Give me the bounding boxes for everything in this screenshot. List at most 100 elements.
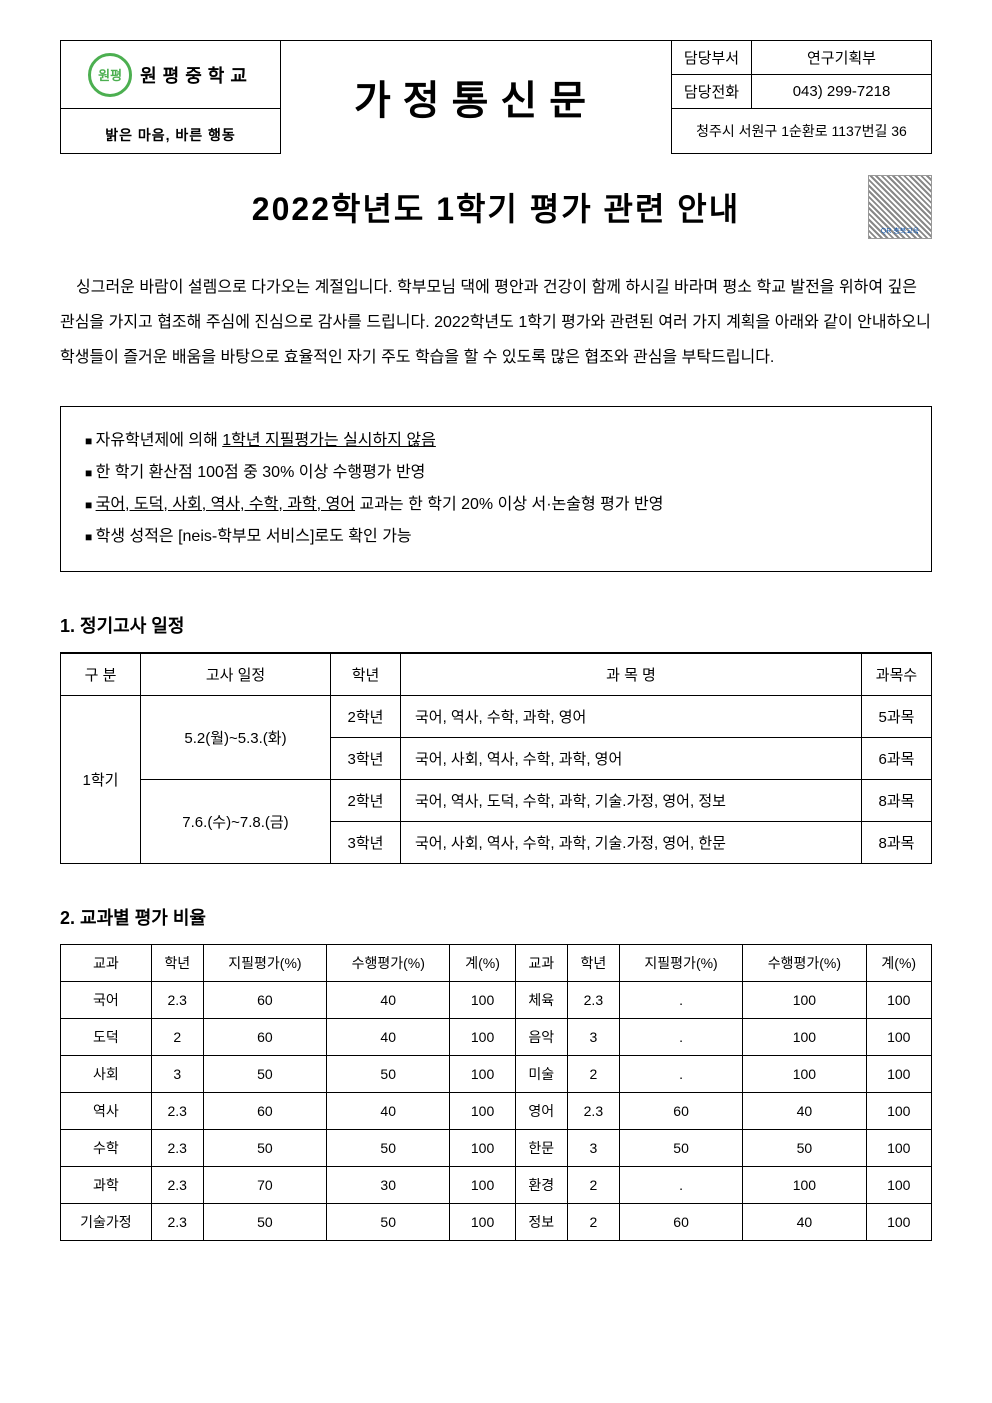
ratio-cell: 100 [743, 1055, 866, 1092]
table-row: 수학2.35050100한문35050100 [61, 1129, 932, 1166]
ratio-cell: 40 [743, 1203, 866, 1240]
col-header: 수행평가(%) [743, 944, 866, 981]
ratio-cell: . [619, 1055, 742, 1092]
ratio-cell: 70 [203, 1166, 326, 1203]
table-row: 과학2.37030100환경2.100100 [61, 1166, 932, 1203]
ratio-cell: 2 [567, 1055, 619, 1092]
subjects-cell: 국어, 역사, 도덕, 수학, 과학, 기술.가정, 영어, 정보 [401, 779, 862, 821]
ratio-cell: 국어 [61, 981, 152, 1018]
ratio-cell: 50 [743, 1129, 866, 1166]
ratio-cell: 3 [567, 1018, 619, 1055]
phone-label: 담당전화 [672, 75, 752, 109]
ratio-cell: 100 [743, 1166, 866, 1203]
phone-value: 043) 299-7218 [752, 75, 932, 109]
notice-text-underline: 국어, 도덕, 사회, 역사, 수학, 과학, 영어 [96, 496, 355, 513]
ratio-cell: 2.3 [151, 981, 203, 1018]
ratio-cell: 50 [327, 1203, 450, 1240]
ratio-cell: . [619, 1166, 742, 1203]
grade-cell: 3학년 [331, 737, 401, 779]
col-header: 과 목 명 [401, 653, 862, 696]
ratio-cell: 40 [743, 1092, 866, 1129]
ratio-cell: 한문 [515, 1129, 567, 1166]
ratio-cell: 2.3 [151, 1203, 203, 1240]
col-header: 지필평가(%) [203, 944, 326, 981]
ratio-cell: 2.3 [151, 1166, 203, 1203]
ratio-cell: 수학 [61, 1129, 152, 1166]
ratio-cell: 2 [151, 1018, 203, 1055]
document-header: 원평 원평중학교 가정통신문 담당부서 연구기획부 담당전화 043) 299-… [60, 40, 932, 154]
subjects-cell: 국어, 역사, 수학, 과학, 영어 [401, 695, 862, 737]
table-row: 1학기 5.2(월)~5.3.(화) 2학년 국어, 역사, 수학, 과학, 영… [61, 695, 932, 737]
ratio-cell: 2.3 [567, 1092, 619, 1129]
ratio-cell: 50 [327, 1055, 450, 1092]
ratio-cell: 2.3 [151, 1129, 203, 1166]
school-address: 청주시 서원구 1순환로 1137번길 36 [672, 109, 932, 154]
ratio-cell: 60 [203, 1092, 326, 1129]
ratio-table: 교과 학년 지필평가(%) 수행평가(%) 계(%) 교과 학년 지필평가(%)… [60, 944, 932, 1241]
ratio-cell: 100 [450, 1092, 515, 1129]
notice-item: 학생 성적은 [neis-학부모 서비스]로도 확인 가능 [85, 521, 907, 553]
ratio-cell: 사회 [61, 1055, 152, 1092]
semester-cell: 1학기 [61, 695, 141, 863]
date-cell: 5.2(월)~5.3.(화) [141, 695, 331, 779]
ratio-cell: 50 [203, 1055, 326, 1092]
ratio-cell: 역사 [61, 1092, 152, 1129]
main-title: 2022학년도 1학기 평가 관련 안내 [252, 184, 740, 230]
ratio-cell: 30 [327, 1166, 450, 1203]
ratio-cell: 100 [866, 1203, 931, 1240]
col-header: 학년 [331, 653, 401, 696]
ratio-cell: 체육 [515, 981, 567, 1018]
school-logo-icon: 원평 [88, 53, 132, 97]
ratio-cell: 도덕 [61, 1018, 152, 1055]
notice-item: 국어, 도덕, 사회, 역사, 수학, 과학, 영어 교과는 한 학기 20% … [85, 489, 907, 521]
col-header: 학년 [567, 944, 619, 981]
date-cell: 7.6.(수)~7.8.(금) [141, 779, 331, 863]
ratio-cell: 40 [327, 1018, 450, 1055]
table-row: 역사2.36040100영어2.36040100 [61, 1092, 932, 1129]
ratio-cell: 미술 [515, 1055, 567, 1092]
ratio-cell: 정보 [515, 1203, 567, 1240]
ratio-cell: 100 [866, 981, 931, 1018]
ratio-cell: 50 [203, 1129, 326, 1166]
ratio-cell: 기술가정 [61, 1203, 152, 1240]
ratio-cell: 100 [450, 1055, 515, 1092]
ratio-cell: 100 [450, 1166, 515, 1203]
count-cell: 8과목 [862, 821, 932, 863]
col-header: 수행평가(%) [327, 944, 450, 981]
schedule-table: 구 분 고사 일정 학년 과 목 명 과목수 1학기 5.2(월)~5.3.(화… [60, 652, 932, 864]
table-row: 사회35050100미술2.100100 [61, 1055, 932, 1092]
ratio-cell: 과학 [61, 1166, 152, 1203]
count-cell: 6과목 [862, 737, 932, 779]
col-header: 고사 일정 [141, 653, 331, 696]
logo-text: 원평 [98, 65, 122, 84]
col-header: 계(%) [866, 944, 931, 981]
intro-paragraph: 싱그러운 바람이 설렘으로 다가오는 계절입니다. 학부모님 댁에 평안과 건강… [60, 270, 932, 376]
count-cell: 5과목 [862, 695, 932, 737]
ratio-cell: 100 [743, 981, 866, 1018]
ratio-cell: 60 [619, 1092, 742, 1129]
section1-title: 1. 정기고사 일정 [60, 612, 932, 638]
logo-cell: 원평 원평중학교 [61, 41, 281, 109]
notice-text: 자유학년제에 의해 [96, 432, 223, 449]
section2-title: 2. 교과별 평가 비율 [60, 904, 932, 930]
ratio-cell: 50 [203, 1203, 326, 1240]
qr-code-icon: QR 충북교육 [868, 175, 932, 239]
notice-box: 자유학년제에 의해 1학년 지필평가는 실시하지 않음 한 학기 환산점 100… [60, 406, 932, 572]
count-cell: 8과목 [862, 779, 932, 821]
ratio-cell: 40 [327, 981, 450, 1018]
ratio-cell: 100 [450, 1203, 515, 1240]
table-row: 도덕26040100음악3.100100 [61, 1018, 932, 1055]
ratio-cell: 2.3 [567, 981, 619, 1018]
col-header: 지필평가(%) [619, 944, 742, 981]
main-title-wrap: 2022학년도 1학기 평가 관련 안내 QR 충북교육 [60, 184, 932, 230]
ratio-cell: 60 [619, 1203, 742, 1240]
ratio-cell: 100 [866, 1018, 931, 1055]
ratio-cell: . [619, 1018, 742, 1055]
grade-cell: 3학년 [331, 821, 401, 863]
qr-caption: QR 충북교육 [881, 226, 919, 236]
table-row: 국어2.36040100체육2.3.100100 [61, 981, 932, 1018]
grade-cell: 2학년 [331, 779, 401, 821]
ratio-cell: 100 [450, 1018, 515, 1055]
col-header: 교과 [61, 944, 152, 981]
ratio-cell: 100 [743, 1018, 866, 1055]
